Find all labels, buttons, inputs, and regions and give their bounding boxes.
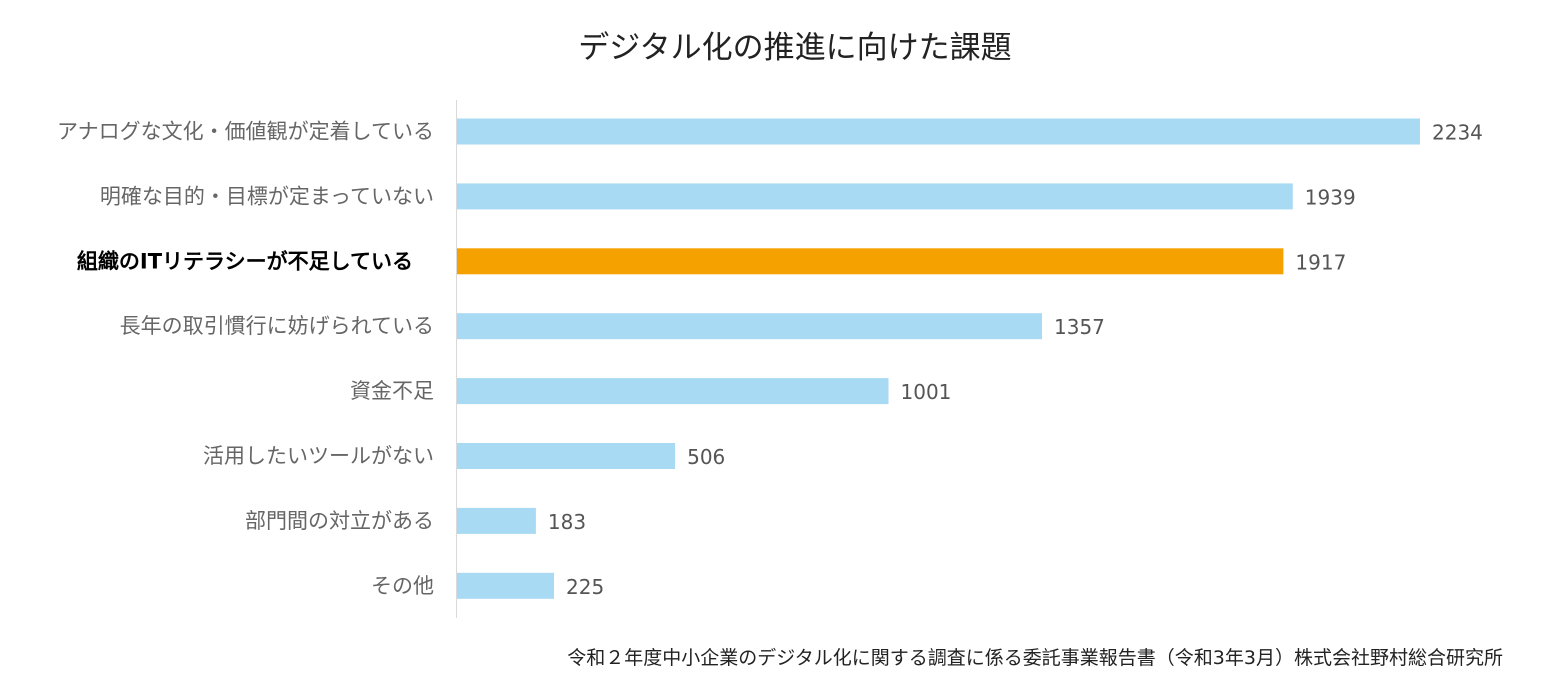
value-label-5: 506 (687, 445, 725, 469)
category-label-2: 組織のITリテラシーが不足している (77, 249, 413, 273)
category-labels: アナログな文化・価値観が定着している明確な目的・目標が定まっていない組織のITリ… (57, 120, 434, 598)
category-label-7: その他 (371, 574, 434, 598)
bars-layer (457, 118, 1420, 599)
bar-1 (457, 183, 1293, 210)
source-citation: 令和２年度中小企業のデジタル化に関する調査に係る委託事業報告書（令和3年3月）株… (567, 647, 1503, 669)
category-label-4: 資金不足 (350, 379, 434, 403)
bar-7 (457, 572, 554, 599)
value-label-4: 1001 (901, 380, 952, 404)
category-label-5: 活用したいツールがない (203, 444, 434, 468)
value-label-2: 1917 (1295, 250, 1346, 274)
category-label-6: 部門間の対立がある (245, 509, 434, 533)
category-label-0: アナログな文化・価値観が定着している (57, 120, 434, 144)
value-label-6: 183 (548, 510, 586, 534)
value-label-0: 2234 (1432, 121, 1483, 145)
value-label-3: 1357 (1054, 315, 1105, 339)
bar-2 (457, 248, 1284, 275)
bar-3 (457, 313, 1042, 340)
category-label-3: 長年の取引慣行に妨げられている (120, 314, 434, 338)
bar-6 (457, 507, 536, 534)
chart-title: デジタル化の推進に向けた課題 (578, 30, 1011, 66)
bar-4 (457, 378, 889, 405)
value-labels: 2234 1939 1917 1357 1001 506 183 225 (548, 121, 1483, 599)
bar-5 (457, 443, 676, 469)
category-label-1: 明確な目的・目標が定まっていない (100, 184, 434, 208)
bar-0 (457, 118, 1420, 145)
value-label-7: 225 (566, 575, 604, 599)
value-label-1: 1939 (1305, 185, 1356, 209)
